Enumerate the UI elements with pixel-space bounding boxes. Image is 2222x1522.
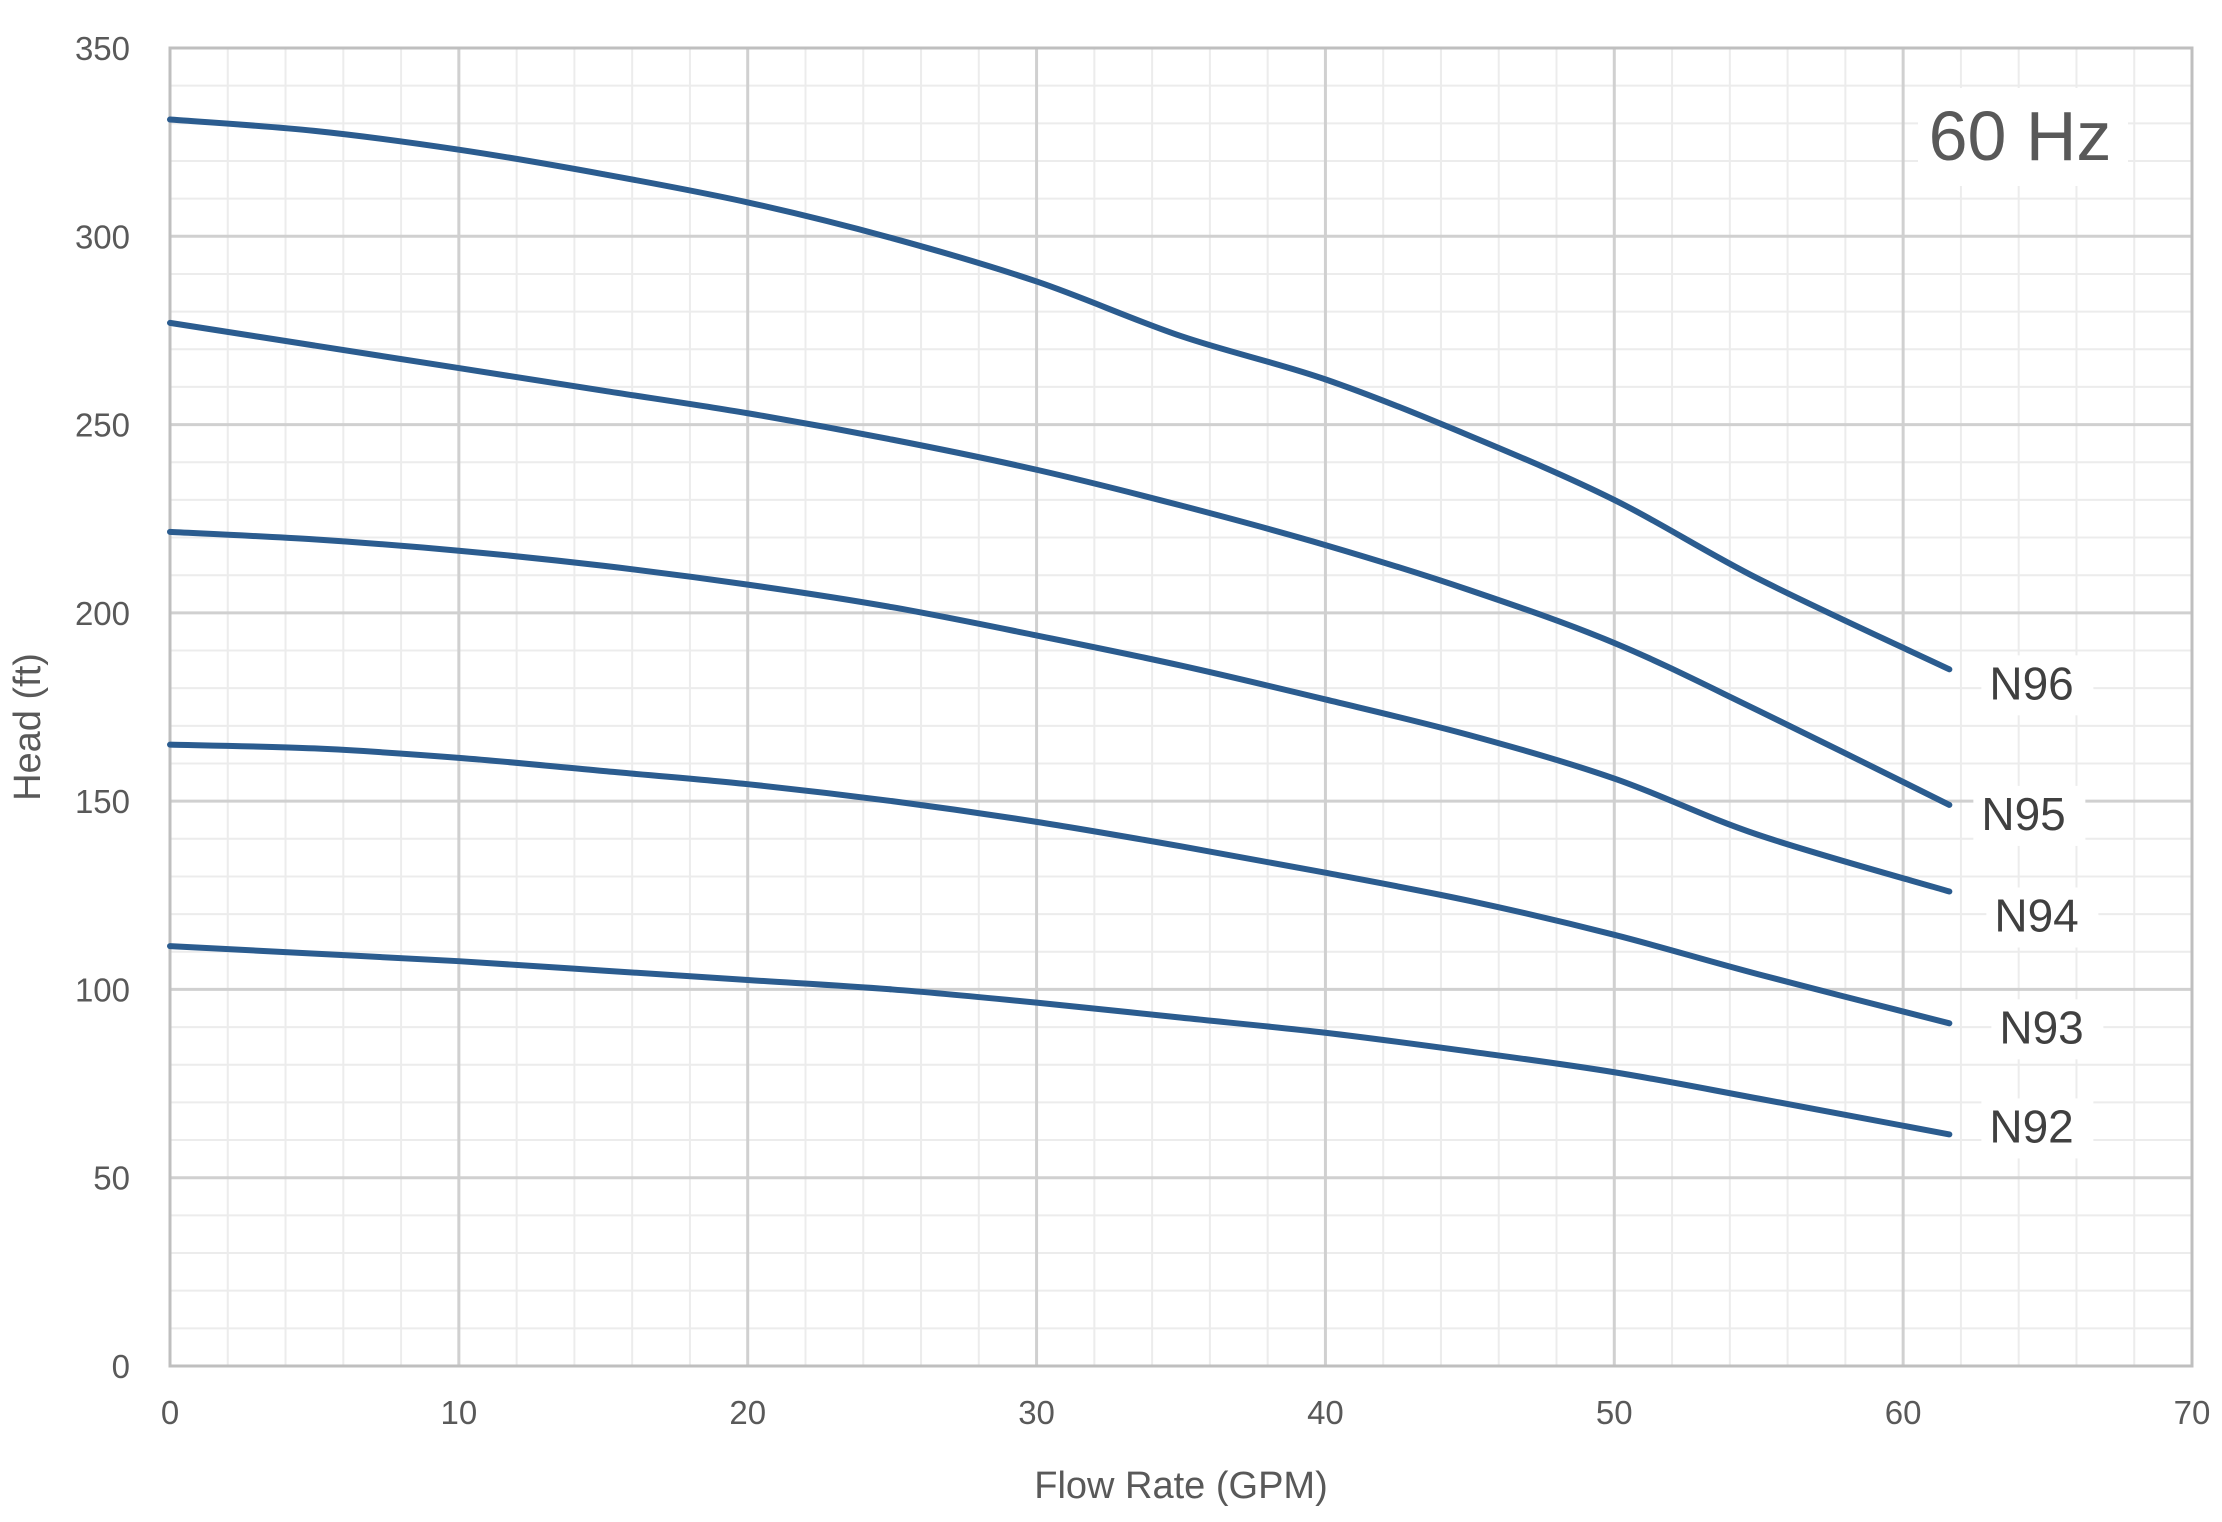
x-tick-label: 10 bbox=[440, 1394, 477, 1431]
y-tick-label: 200 bbox=[75, 595, 130, 632]
x-tick-label: 30 bbox=[1018, 1394, 1055, 1431]
plot-frame bbox=[168, 46, 2194, 1368]
series-line-n96 bbox=[167, 116, 1953, 673]
series-label-bg-n96 bbox=[1981, 655, 2094, 716]
series-label-n96: N96 bbox=[1989, 657, 2073, 709]
series-label-n95: N95 bbox=[1981, 788, 2065, 840]
x-tick-label: 0 bbox=[161, 1394, 179, 1431]
y-tick-label: 0 bbox=[112, 1348, 130, 1385]
series-line-n95 bbox=[167, 319, 1953, 808]
y-tick-label: 300 bbox=[75, 218, 130, 255]
major-gridlines bbox=[168, 46, 2194, 1368]
y-tick-label: 350 bbox=[75, 30, 130, 67]
tick-labels: 0 10 20 30 40 50 60 70 0 50 100 150 200 250 300 350 bbox=[75, 30, 2210, 1431]
annotation-background bbox=[1918, 88, 2128, 186]
frequency-label: 60 Hz bbox=[1929, 97, 2112, 175]
series-label-bg-n95 bbox=[1973, 785, 2086, 846]
y-tick-label: 100 bbox=[75, 971, 130, 1008]
series-label-bg-n94 bbox=[1986, 887, 2099, 948]
y-tick-label: 250 bbox=[75, 407, 130, 444]
minor-gridlines bbox=[170, 48, 2192, 1366]
y-tick-label: 50 bbox=[93, 1160, 130, 1197]
x-tick-label: 20 bbox=[729, 1394, 766, 1431]
x-tick-label: 40 bbox=[1307, 1394, 1344, 1431]
series-label-n93: N93 bbox=[1999, 1001, 2083, 1053]
series-line-n93 bbox=[167, 741, 1953, 1027]
series-label-bg-n93 bbox=[1991, 999, 2104, 1060]
x-axis-title: Flow Rate (GPM) bbox=[1034, 1465, 1327, 1507]
y-tick-label: 150 bbox=[75, 783, 130, 820]
series-labels: N96 N95 N94 N93 N92 bbox=[1973, 655, 2104, 1159]
x-tick-label: 60 bbox=[1885, 1394, 1922, 1431]
series-label-n92: N92 bbox=[1989, 1100, 2073, 1152]
series-line-n94 bbox=[167, 528, 1953, 895]
frequency-annotation: 60 Hz bbox=[1918, 88, 2128, 186]
series-label-bg-n92 bbox=[1981, 1098, 2094, 1159]
x-tick-label: 70 bbox=[2174, 1394, 2211, 1431]
plot-area-border bbox=[168, 46, 2194, 1368]
x-tick-label: 50 bbox=[1596, 1394, 1633, 1431]
series-lines bbox=[167, 116, 1953, 1138]
series-line-n92 bbox=[167, 943, 1953, 1138]
y-axis-title: Head (ft) bbox=[7, 653, 49, 801]
series-label-n94: N94 bbox=[1994, 890, 2078, 942]
